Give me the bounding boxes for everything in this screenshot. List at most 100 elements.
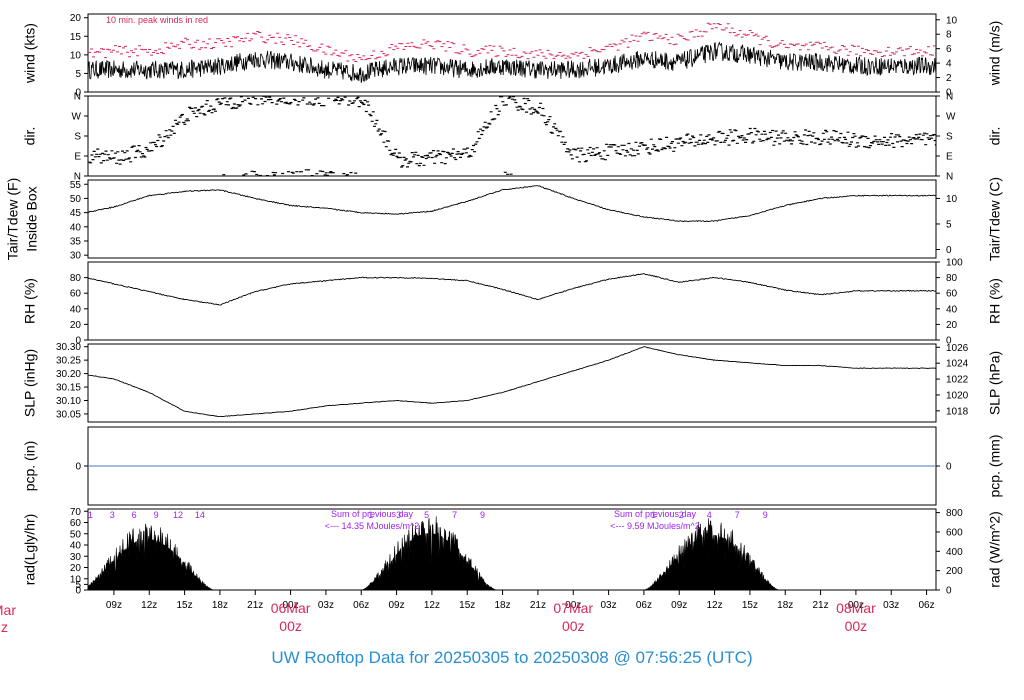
y-tick-label-right: 1020 [946, 390, 969, 401]
panel-series [88, 346, 936, 418]
y-tick-label-left: 30.30 [56, 342, 81, 353]
y-axis-label-left: RH (%) [22, 278, 38, 324]
y-tick-label-right: 0 [946, 586, 952, 597]
panel-frame [87, 343, 937, 423]
x-tick-label: 12z [424, 600, 440, 611]
y-tick-label-left: 80 [70, 273, 82, 284]
x-tick-label: 18z [777, 600, 793, 611]
hour-mark: 3 [396, 510, 401, 520]
panel-rad: rad(Lgly/hr) rad (W/m^2)05102030405060700… [22, 507, 1003, 597]
y-tick-label-left: 30.15 [56, 383, 81, 394]
y-tick-label-left: 5 [75, 580, 81, 591]
y-axis-label-left: dir. [22, 127, 38, 146]
y-axis-label-right: Tair/Tdew (C) [987, 177, 1003, 261]
y-axis-label-right: dir. [987, 127, 1003, 146]
x-tick-label: 15z [459, 600, 475, 611]
y-tick-label-right: 0 [946, 88, 952, 99]
y-tick-label-left: 40 [70, 541, 82, 552]
y-tick-label-left: N [74, 172, 81, 183]
y-tick-label-right: 8 [946, 30, 952, 41]
y-tick-label-right: 1026 [946, 343, 969, 354]
slp-series [88, 346, 936, 418]
hour-mark: 7 [735, 510, 740, 520]
y-tick-label-right: 1022 [946, 375, 969, 386]
date-time-label: 00z [279, 618, 302, 634]
x-tick-label: 12z [141, 600, 157, 611]
y-tick-label-right: 10 [946, 15, 958, 26]
y-tick-label-left: 45 [70, 208, 82, 219]
x-tick-label: 15z [742, 600, 758, 611]
panel-series [88, 185, 936, 223]
y-axis-label-right: RH (%) [987, 278, 1003, 324]
radiation-day-1 [88, 523, 214, 590]
direction-marks [88, 96, 936, 176]
y-tick-label-left: 0 [75, 462, 81, 473]
page-title: UW Rooftop Data for 20250305 to 20250308… [271, 648, 753, 667]
y-axis-label-left: Inside Box [24, 186, 40, 251]
x-tick-label: 18z [495, 600, 511, 611]
y-axis-label-left: SLP (inHg) [22, 349, 38, 417]
y-tick-label-right: 4 [946, 59, 952, 70]
y-tick-label-left: 50 [70, 194, 82, 205]
sum-value: <--- 14.35 MJoules/m^2 [325, 521, 420, 531]
y-tick-label-left: 20 [70, 320, 82, 331]
x-tick-label: 09z [389, 600, 405, 611]
hour-mark: 7 [452, 510, 457, 520]
x-tick-label: 18z [212, 600, 228, 611]
date-time-label: 00z [845, 618, 868, 634]
hour-mark: 9 [763, 510, 768, 520]
y-tick-label-right: 5 [946, 219, 952, 230]
hour-mark: 14 [195, 510, 205, 520]
panel-slp: SLP (inHg) SLP (hPa) 30.05 30.10 30.15 30.20 3… [22, 342, 1003, 423]
y-tick-label-right: 0 [946, 462, 952, 473]
y-tick-label-left: 60 [70, 518, 82, 529]
x-tick-label: 21z [813, 600, 829, 611]
y-tick-label-left: 50 [70, 529, 82, 540]
sum-label: Sum of previous day [331, 509, 414, 519]
y-tick-label-right: 0 [946, 336, 952, 347]
x-tick-label: 21z [247, 600, 263, 611]
x-tick-label: 03z [601, 600, 617, 611]
panel-frame [87, 179, 937, 259]
x-tick-label: 12z [707, 600, 723, 611]
y-tick-label-right: 0 [946, 245, 952, 256]
y-tick-label-right: S [946, 132, 953, 143]
y-tick-label-right: 600 [946, 527, 963, 538]
y-tick-label-right: N [946, 172, 953, 183]
sum-label: Sum of previous day [614, 509, 697, 519]
panel-temp: Tair/Tdew (F) Inside Box Tair/Tdew (C) 30 35… [5, 177, 1003, 262]
y-axis-label-left: pcp. (in) [22, 441, 38, 492]
panel-series [88, 96, 936, 176]
date-label-clipped: Mar [0, 602, 16, 618]
y-tick-label-left: 20 [70, 563, 82, 574]
x-tick-label: 21z [530, 600, 546, 611]
x-tick-label: 03z [883, 600, 899, 611]
y-tick-label-right: 80 [946, 273, 958, 284]
y-tick-label-right: 1018 [946, 406, 969, 417]
y-tick-label-left: 35 [70, 236, 82, 247]
y-tick-label-left: 30 [70, 251, 82, 262]
rh-series [88, 273, 936, 306]
peak-wind-marks [88, 22, 936, 62]
y-axis-label-right: rad (W/m^2) [987, 511, 1003, 588]
y-axis-label-left: wind (kts) [22, 23, 38, 84]
date-label: 06Mar [271, 600, 311, 616]
x-tick-label: 06z [919, 600, 935, 611]
time-axis: 09z 12z 15z 18z 21z 00z 03z 06z 09z 12z 15z 18z 21z 0… [0, 590, 935, 635]
panel-frame [87, 13, 937, 93]
hour-mark: 2 [679, 510, 684, 520]
date-label: 08Mar [836, 600, 876, 616]
y-tick-label-right: 10 [946, 194, 958, 205]
y-tick-label-left: 55 [70, 180, 82, 191]
y-tick-label-left: 30 [70, 552, 82, 563]
panel-rh: RH (%) RH (%) 0 20 40 60 80 0 20 40 60 80 100 [22, 258, 1003, 347]
y-tick-label-left: 20 [70, 13, 82, 24]
y-tick-label-left: 0 [75, 586, 81, 597]
y-tick-label-left: 30.05 [56, 409, 81, 420]
y-tick-label-right: 400 [946, 547, 963, 558]
x-tick-label: 06z [636, 600, 652, 611]
peak-annotation: 10 min. peak winds in red [106, 15, 208, 25]
x-tick-label: 00z [848, 600, 864, 611]
